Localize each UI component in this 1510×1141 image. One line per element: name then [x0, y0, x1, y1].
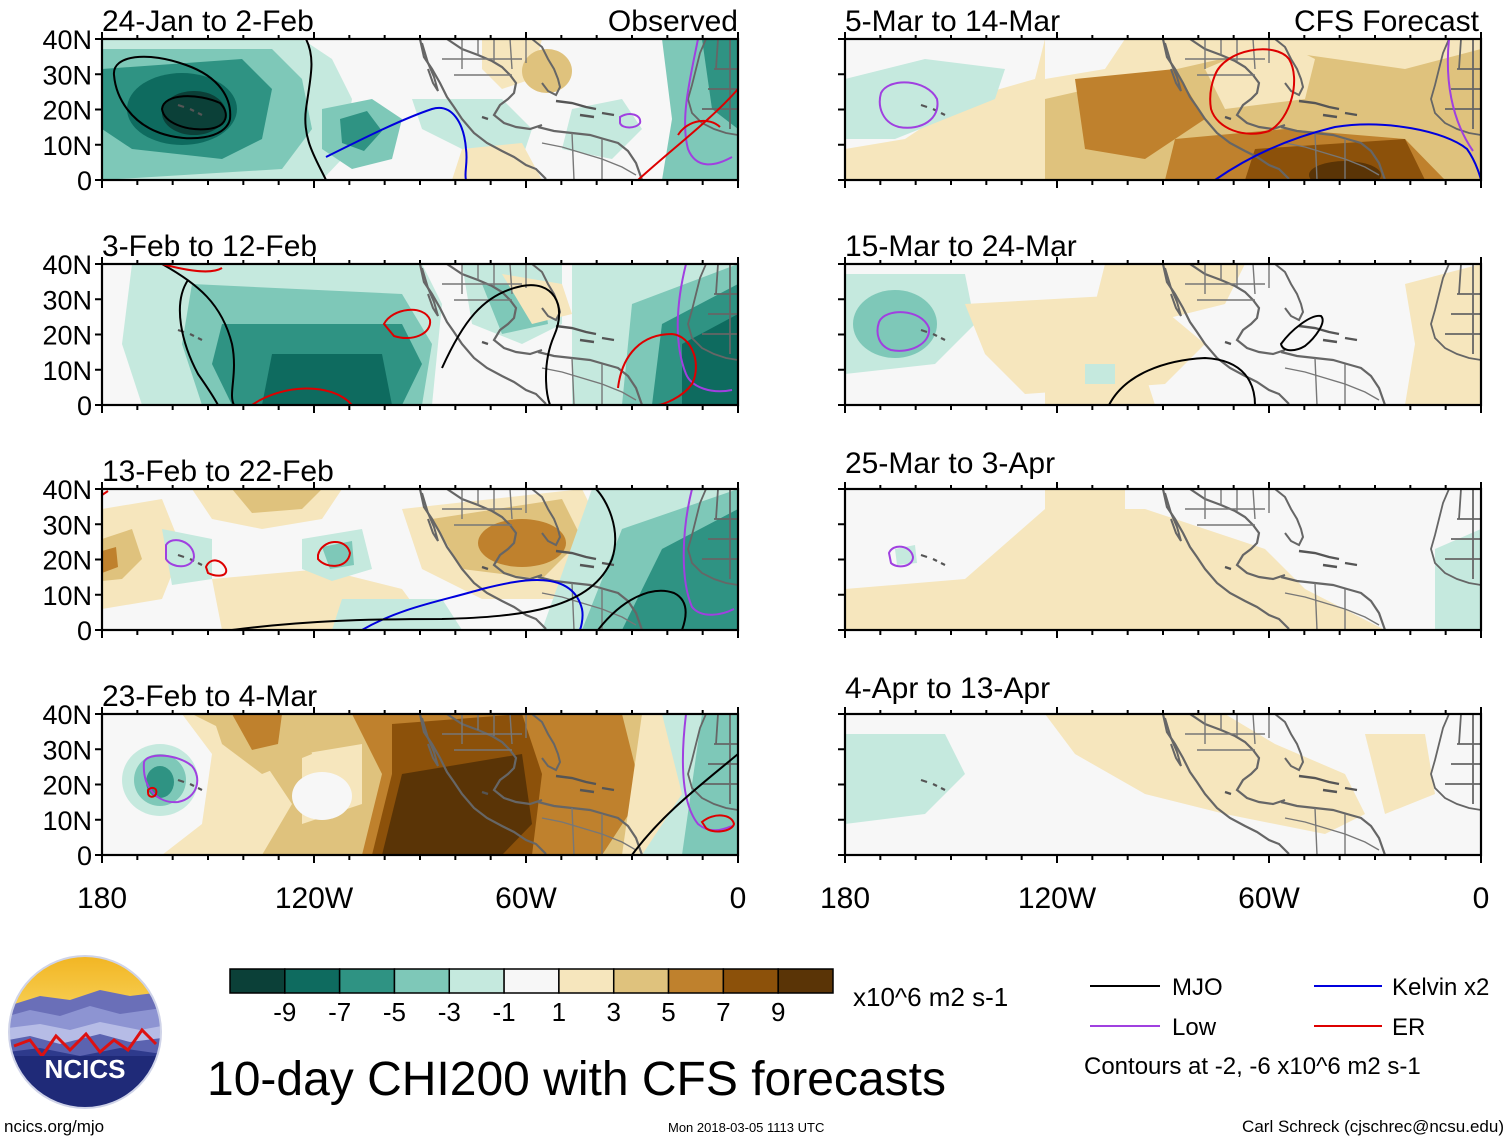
lon-tick-label: 180 — [77, 882, 127, 915]
axis-tick-marks — [95, 32, 1482, 863]
footer-author: Carl Schreck (cjschrec@ncsu.edu) — [1242, 1117, 1504, 1136]
colorbar-units: x10^6 m2 s-1 — [853, 982, 1008, 1012]
legend-label-er: ER — [1392, 1014, 1425, 1041]
colorbar-swatch — [777, 968, 834, 994]
lon-tick-label: 120W — [275, 882, 354, 915]
colorbar-label: -1 — [493, 997, 516, 1027]
lat-tick-label: 30N — [42, 285, 92, 315]
lat-tick-label: 0 — [77, 841, 92, 871]
colorbar-label: 1 — [552, 997, 566, 1027]
panel-title-forecast-2: 15-Mar to 24-Mar — [845, 230, 1077, 263]
colorbar-label: -5 — [383, 997, 406, 1027]
main-title: 10-day CHI200 with CFS forecasts — [207, 1053, 946, 1106]
lat-tick-label: 10N — [42, 131, 92, 161]
panel-title-observed-1: 24-Jan to 2-Feb — [102, 5, 314, 38]
colorbar-swatch — [667, 968, 725, 994]
lat-tick-label: 20N — [42, 771, 92, 801]
colorbar-label: -3 — [438, 997, 461, 1027]
footer-timestamp: Mon 2018-03-05 1113 UTC — [668, 1120, 824, 1135]
lon-tick-label: 60W — [495, 882, 557, 915]
observed-header: Observed — [608, 5, 738, 38]
lon-tick-label: 180 — [820, 882, 870, 915]
lat-tick-label: 0 — [77, 391, 92, 421]
colorbar-swatch — [558, 968, 615, 994]
lat-tick-label: 10N — [42, 806, 92, 836]
panel-forecast-4 — [843, 712, 1483, 857]
lat-tick-label: 20N — [42, 321, 92, 351]
panel-title-forecast-4: 4-Apr to 13-Apr — [845, 672, 1050, 705]
forecast-header: CFS Forecast — [1294, 5, 1480, 38]
colorbar-swatch — [393, 968, 451, 994]
lon-tick-label: 0 — [730, 882, 747, 915]
latitude-axis-labels: 40N 30N 20N 10N 0 40N 30N 20N 10N 0 40N 30N 20N 10N 0 4… — [42, 25, 92, 871]
colorbar-swatch — [338, 968, 396, 994]
ncics-logo: NCICS — [8, 955, 162, 1109]
panel-title-observed-4: 23-Feb to 4-Mar — [102, 680, 317, 713]
panel-observed-2 — [100, 262, 740, 407]
legend: MJO Kelvin x2 Low ER Contours at -2, -6 … — [1084, 974, 1489, 1080]
colorbar-swatch — [722, 968, 779, 994]
panel-forecast-1 — [843, 37, 1483, 182]
panel-title-forecast-3: 25-Mar to 3-Apr — [845, 447, 1055, 480]
lat-tick-label: 40N — [42, 250, 92, 280]
lat-tick-label: 0 — [77, 616, 92, 646]
legend-label-low: Low — [1172, 1014, 1217, 1041]
panel-title-forecast-1: 5-Mar to 14-Mar — [845, 5, 1060, 38]
lon-tick-label: 120W — [1018, 882, 1097, 915]
colorbar-swatch — [229, 968, 286, 994]
colorbar-label: 3 — [606, 997, 620, 1027]
panel-observed-1 — [100, 37, 740, 182]
panel-forecast-2 — [843, 262, 1483, 407]
panel-titles: 24-Jan to 2-Feb Observed 3-Feb to 12-Feb… — [102, 5, 1480, 713]
panel-observed-3 — [100, 487, 740, 632]
lat-tick-label: 30N — [42, 510, 92, 540]
lat-tick-label: 20N — [42, 546, 92, 576]
lon-tick-label: 60W — [1238, 882, 1300, 915]
footer-url[interactable]: ncics.org/mjo — [4, 1117, 104, 1136]
logo-text: NCICS — [45, 1054, 126, 1084]
legend-label-kelvin: Kelvin x2 — [1392, 974, 1489, 1001]
colorbar-label: 5 — [661, 997, 675, 1027]
colorbar-swatch — [284, 968, 341, 994]
colorbar-swatch — [612, 968, 670, 994]
panel-title-observed-2: 3-Feb to 12-Feb — [102, 230, 317, 263]
legend-label-mjo: MJO — [1172, 974, 1223, 1001]
colorbar-label: 9 — [771, 997, 785, 1027]
colorbar-label: 7 — [716, 997, 730, 1027]
panel-observed-4 — [100, 712, 740, 857]
legend-contour-note: Contours at -2, -6 x10^6 m2 s-1 — [1084, 1053, 1421, 1080]
colorbar-label: -9 — [273, 997, 296, 1027]
lon-tick-label: 0 — [1473, 882, 1490, 915]
lat-tick-label: 30N — [42, 60, 92, 90]
lat-tick-label: 10N — [42, 356, 92, 386]
colorbar: -9 -7 -5 -3 -1 1 3 5 7 9 x10^6 m2 s-1 — [229, 968, 1008, 1027]
colorbar-swatch — [448, 968, 505, 994]
lat-tick-label: 30N — [42, 735, 92, 765]
colorbar-swatch — [503, 968, 560, 994]
colorbar-label: -7 — [328, 997, 351, 1027]
lat-tick-label: 40N — [42, 475, 92, 505]
panel-forecast-3 — [843, 487, 1483, 632]
lat-tick-label: 10N — [42, 581, 92, 611]
lat-tick-label: 20N — [42, 96, 92, 126]
lat-tick-label: 40N — [42, 700, 92, 730]
panel-title-observed-3: 13-Feb to 22-Feb — [102, 455, 334, 488]
longitude-axis-labels: 180 120W 60W 0 180 120W 60W 0 — [77, 882, 1489, 915]
lat-tick-label: 0 — [77, 166, 92, 196]
lat-tick-label: 40N — [42, 25, 92, 55]
